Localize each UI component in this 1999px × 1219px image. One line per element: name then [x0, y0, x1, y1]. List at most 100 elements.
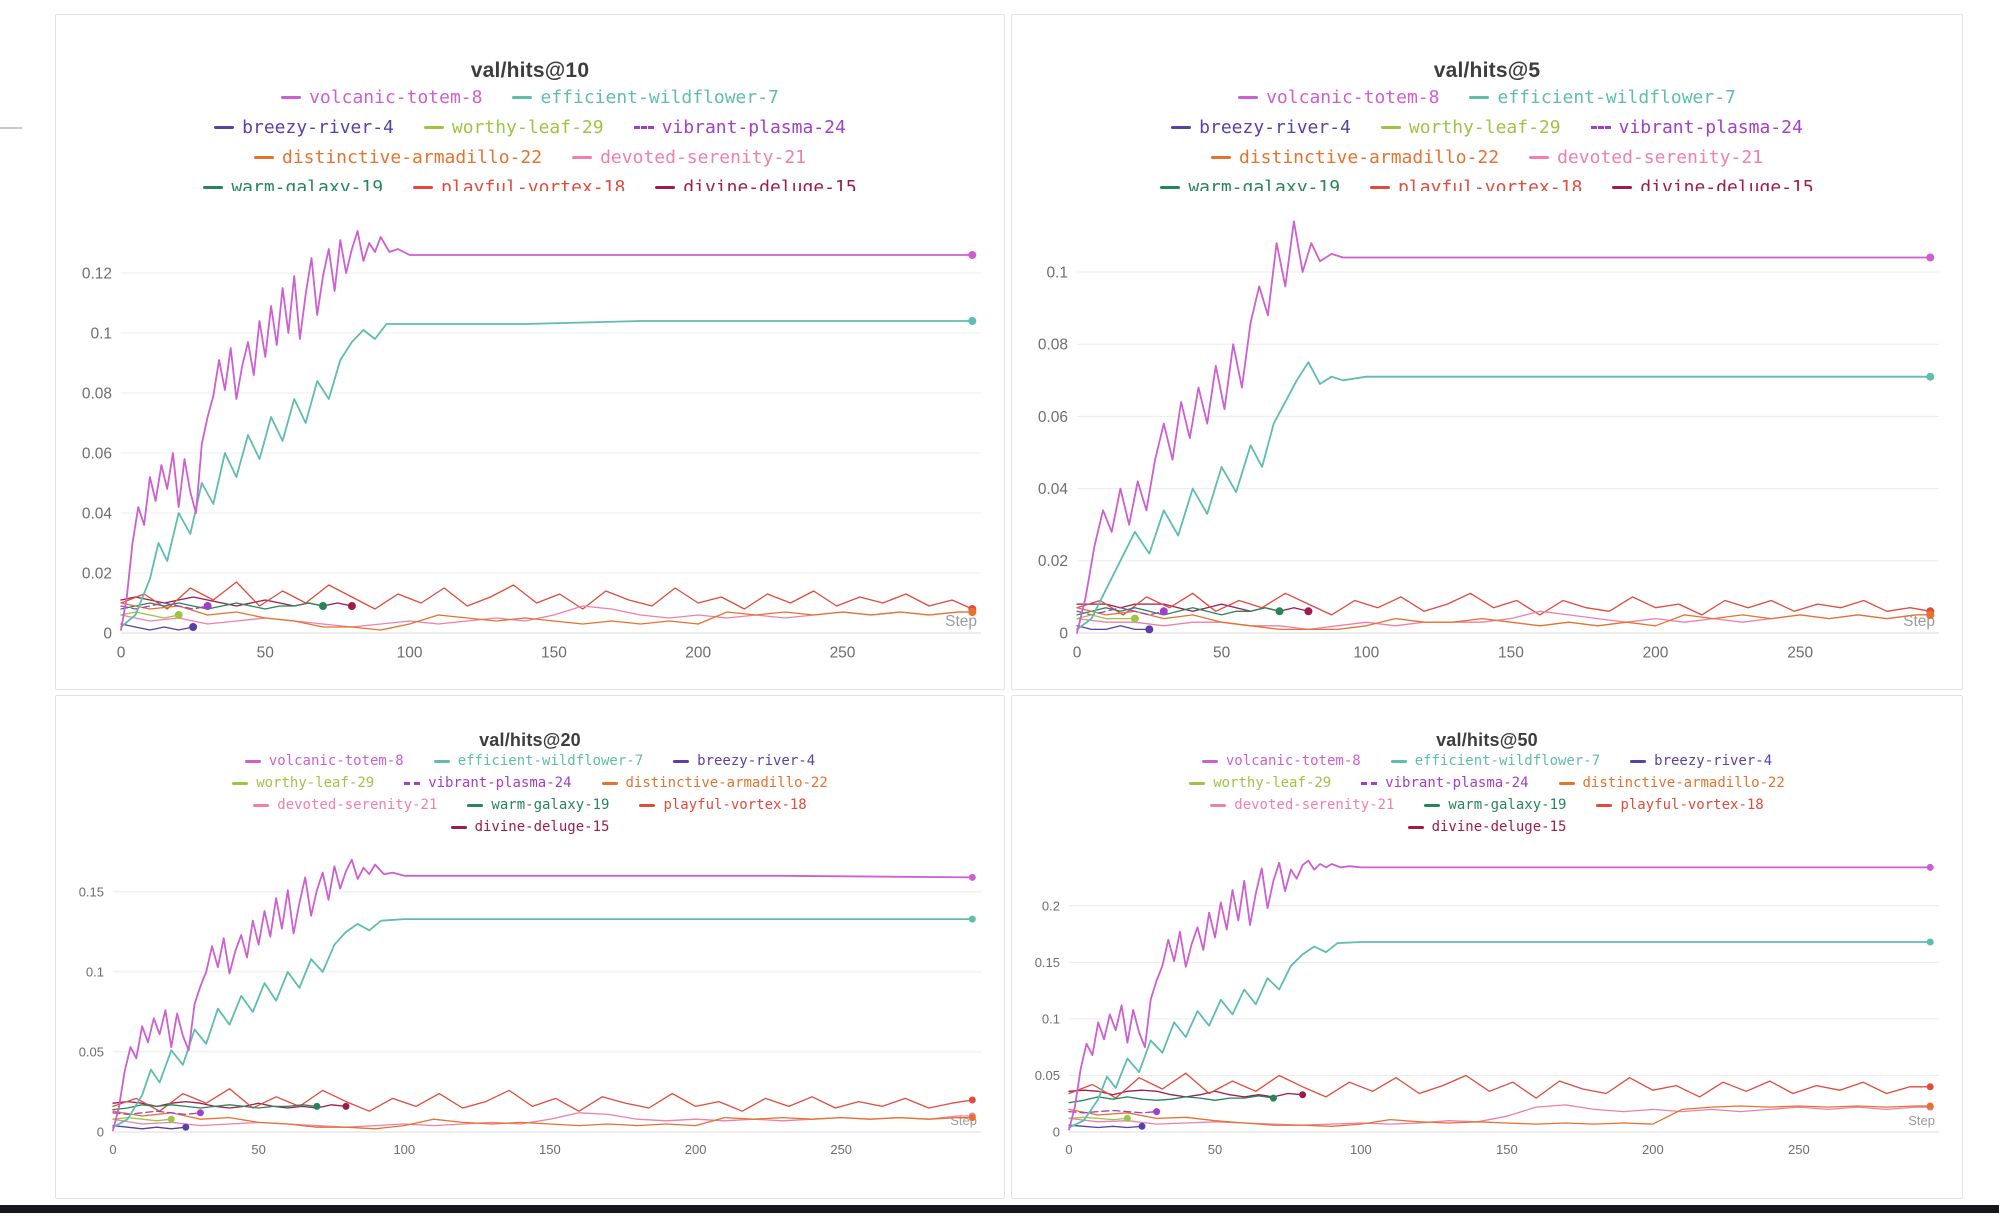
legend-item-volcanic-totem-8[interactable]: volcanic-totem-8 [281, 87, 482, 108]
legend-item-volcanic-totem-8[interactable]: volcanic-totem-8 [244, 753, 404, 769]
series-line-efficient-wildflower-7[interactable] [1076, 361, 1932, 631]
series-line-distinctive-armadillo-22[interactable] [1068, 1105, 1931, 1127]
chart-plot-area[interactable]: 0 0.02 0.04 0.06 0.08 0.1 0 50 100 150 200 250 Step [1019, 195, 1955, 677]
legend-item-devoted-serenity-21[interactable]: devoted-serenity-21 [253, 797, 437, 813]
series-line-breezy-river-4[interactable] [112, 1124, 187, 1130]
legend-item-warm-galaxy-19[interactable]: warm-galaxy-19 [1424, 797, 1566, 813]
series-endpoint-volcanic-totem-8[interactable] [1926, 253, 1935, 262]
series-line-worthy-leaf-29[interactable] [120, 611, 180, 619]
series-line-volcanic-totem-8[interactable] [120, 230, 974, 631]
series-line-volcanic-totem-8[interactable] [112, 858, 974, 1132]
series-endpoint-vibrant-plasma-24[interactable] [1159, 607, 1168, 616]
series-line-volcanic-totem-8[interactable] [1076, 220, 1932, 634]
series-line-distinctive-armadillo-22[interactable] [1076, 607, 1931, 631]
legend-item-playful-vortex-18[interactable]: playful-vortex-18 [1596, 797, 1764, 813]
series-line-devoted-serenity-21[interactable] [1068, 1104, 1931, 1126]
series-endpoint-worthy-leaf-29[interactable] [174, 611, 183, 619]
series-line-warm-galaxy-19[interactable] [112, 1104, 318, 1111]
legend-item-breezy-river-4[interactable]: breezy-river-4 [214, 117, 394, 138]
legend-item-volcanic-totem-8[interactable]: volcanic-totem-8 [1238, 87, 1439, 108]
series-line-warm-galaxy-19[interactable] [1068, 1095, 1275, 1104]
series-line-playful-vortex-18[interactable] [1076, 592, 1931, 616]
series-endpoint-worthy-leaf-29[interactable] [1123, 1114, 1131, 1122]
legend-item-distinctive-armadillo-22[interactable]: distinctive-armadillo-22 [1211, 147, 1499, 168]
series-endpoint-efficient-wildflower-7[interactable] [1926, 938, 1934, 946]
series-endpoint-vibrant-plasma-24[interactable] [203, 602, 212, 610]
series-endpoint-volcanic-totem-8[interactable] [968, 251, 977, 259]
legend-item-distinctive-armadillo-22[interactable]: distinctive-armadillo-22 [601, 775, 828, 791]
legend-item-worthy-leaf-29[interactable]: worthy-leaf-29 [232, 775, 374, 791]
legend-item-efficient-wildflower-7[interactable]: efficient-wildflower-7 [433, 753, 643, 769]
chart-canvas[interactable]: 0 0.02 0.04 0.06 0.08 0.1 0 50 100 150 200 250 Step [1019, 195, 1955, 677]
chart-plot-area[interactable]: 0 0.05 0.1 0.15 0.2 0 50 100 150 200 250 Step [1019, 839, 1955, 1170]
legend-item-playful-vortex-18[interactable]: playful-vortex-18 [1370, 177, 1582, 191]
series-endpoint-volcanic-totem-8[interactable] [968, 873, 976, 881]
legend-item-playful-vortex-18[interactable]: playful-vortex-18 [639, 797, 807, 813]
series-endpoint-distinctive-armadillo-22[interactable] [968, 1114, 976, 1122]
series-endpoint-breezy-river-4[interactable] [189, 623, 198, 631]
legend-item-warm-galaxy-19[interactable]: warm-galaxy-19 [203, 177, 383, 191]
series-endpoint-worthy-leaf-29[interactable] [167, 1115, 175, 1123]
series-endpoint-warm-galaxy-19[interactable] [1275, 607, 1284, 616]
legend-item-warm-galaxy-19[interactable]: warm-galaxy-19 [467, 797, 609, 813]
series-endpoint-divine-deluge-15[interactable] [1304, 607, 1313, 616]
series-line-worthy-leaf-29[interactable] [1076, 614, 1136, 620]
legend-item-distinctive-armadillo-22[interactable]: distinctive-armadillo-22 [1558, 775, 1785, 791]
legend-item-vibrant-plasma-24[interactable]: vibrant-plasma-24 [404, 775, 572, 791]
legend-item-breezy-river-4[interactable]: breezy-river-4 [1630, 753, 1772, 769]
legend-item-divine-deluge-15[interactable]: divine-deluge-15 [1612, 177, 1814, 191]
series-line-vibrant-plasma-24[interactable] [1068, 1109, 1158, 1114]
series-endpoint-warm-galaxy-19[interactable] [313, 1102, 321, 1110]
series-endpoint-breezy-river-4[interactable] [182, 1123, 190, 1131]
legend-item-efficient-wildflower-7[interactable]: efficient-wildflower-7 [1469, 87, 1736, 108]
legend-item-vibrant-plasma-24[interactable]: vibrant-plasma-24 [633, 117, 846, 138]
series-line-breezy-river-4[interactable] [1076, 625, 1150, 631]
legend-item-efficient-wildflower-7[interactable]: efficient-wildflower-7 [512, 87, 779, 108]
series-endpoint-vibrant-plasma-24[interactable] [196, 1109, 204, 1117]
legend-item-warm-galaxy-19[interactable]: warm-galaxy-19 [1160, 177, 1340, 191]
legend-item-breezy-river-4[interactable]: breezy-river-4 [673, 753, 815, 769]
series-endpoint-breezy-river-4[interactable] [1145, 625, 1154, 634]
series-line-worthy-leaf-29[interactable] [112, 1116, 172, 1122]
legend-item-devoted-serenity-21[interactable]: devoted-serenity-21 [1529, 147, 1763, 168]
series-endpoint-breezy-river-4[interactable] [1138, 1122, 1146, 1130]
series-endpoint-distinctive-armadillo-22[interactable] [1926, 610, 1935, 619]
series-endpoint-distinctive-armadillo-22[interactable] [1926, 1102, 1934, 1110]
series-endpoint-playful-vortex-18[interactable] [1926, 1083, 1934, 1091]
series-line-volcanic-totem-8[interactable] [1068, 859, 1932, 1131]
legend-item-devoted-serenity-21[interactable]: devoted-serenity-21 [572, 147, 806, 168]
legend-item-worthy-leaf-29[interactable]: worthy-leaf-29 [423, 117, 604, 138]
chart-plot-area[interactable]: 0 0.02 0.04 0.06 0.08 0.1 0.12 0 50 100 150 200 250 S… [63, 195, 997, 677]
legend-item-divine-deluge-15[interactable]: divine-deluge-15 [655, 177, 857, 191]
series-line-warm-galaxy-19[interactable] [120, 602, 324, 610]
series-line-devoted-serenity-21[interactable] [1076, 610, 1931, 631]
series-line-playful-vortex-18[interactable] [1068, 1072, 1931, 1099]
legend-item-vibrant-plasma-24[interactable]: vibrant-plasma-24 [1590, 117, 1803, 138]
series-line-devoted-serenity-21[interactable] [120, 605, 973, 628]
series-endpoint-distinctive-armadillo-22[interactable] [968, 608, 977, 616]
series-endpoint-divine-deluge-15[interactable] [342, 1102, 350, 1110]
series-line-worthy-leaf-29[interactable] [1068, 1116, 1129, 1121]
legend-item-breezy-river-4[interactable]: breezy-river-4 [1171, 117, 1351, 138]
legend-item-volcanic-totem-8[interactable]: volcanic-totem-8 [1201, 753, 1361, 769]
series-endpoint-playful-vortex-18[interactable] [968, 1096, 976, 1104]
chart-canvas[interactable]: 0 0.02 0.04 0.06 0.08 0.1 0.12 0 50 100 150 200 250 S… [63, 195, 997, 677]
series-line-playful-vortex-18[interactable] [112, 1088, 973, 1112]
series-line-playful-vortex-18[interactable] [120, 581, 973, 610]
series-endpoint-vibrant-plasma-24[interactable] [1153, 1108, 1161, 1116]
legend-item-distinctive-armadillo-22[interactable]: distinctive-armadillo-22 [254, 147, 542, 168]
series-endpoint-efficient-wildflower-7[interactable] [1926, 372, 1935, 381]
series-endpoint-efficient-wildflower-7[interactable] [968, 317, 977, 325]
series-line-breezy-river-4[interactable] [120, 623, 194, 631]
series-line-distinctive-armadillo-22[interactable] [112, 1110, 973, 1130]
series-line-efficient-wildflower-7[interactable] [1068, 941, 1932, 1129]
series-endpoint-efficient-wildflower-7[interactable] [968, 915, 976, 923]
series-endpoint-divine-deluge-15[interactable] [1299, 1091, 1307, 1099]
chart-canvas[interactable]: 0 0.05 0.1 0.15 0.2 0 50 100 150 200 250 Step [1019, 839, 1955, 1170]
series-line-efficient-wildflower-7[interactable] [120, 320, 974, 628]
series-line-breezy-river-4[interactable] [1068, 1124, 1143, 1129]
series-line-vibrant-plasma-24[interactable] [120, 602, 209, 610]
legend-item-divine-deluge-15[interactable]: divine-deluge-15 [450, 819, 609, 835]
legend-item-efficient-wildflower-7[interactable]: efficient-wildflower-7 [1390, 753, 1600, 769]
